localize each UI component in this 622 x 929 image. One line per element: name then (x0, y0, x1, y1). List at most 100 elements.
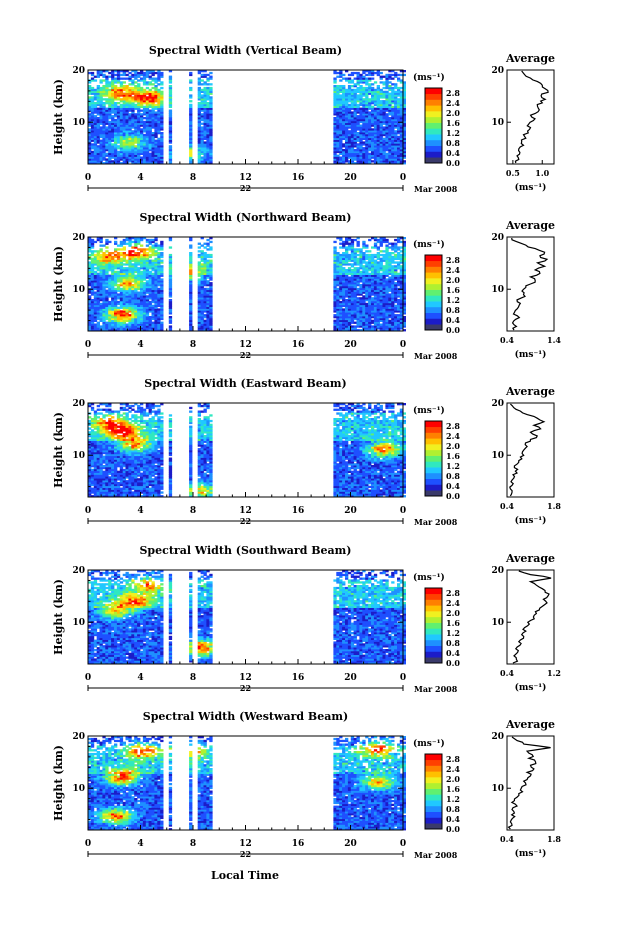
heatmap-cell (131, 115, 135, 118)
heatmap-cell (99, 143, 103, 146)
heatmap-cell (116, 90, 121, 93)
heatmap-cell (134, 124, 138, 127)
heatmap-cell (102, 107, 106, 110)
heatmap-cell (168, 325, 173, 328)
heatmap-cell (102, 79, 106, 82)
heatmap-cell (108, 109, 112, 112)
heatmap-cell (157, 102, 161, 105)
heatmap-cell (90, 139, 95, 142)
heatmap-cell (160, 109, 164, 112)
x-tick-label: 20 (344, 173, 357, 183)
heatmap-cell (336, 85, 340, 88)
heatmap-cell (137, 88, 141, 92)
heatmap-cell (151, 143, 155, 146)
heatmap-cell (134, 122, 138, 125)
heatmap-cell (108, 102, 112, 105)
heatmap-cell (339, 242, 343, 245)
heatmap-cell (105, 75, 109, 78)
heatmap-cell (347, 77, 352, 80)
heatmap-cell (359, 284, 363, 287)
heatmap-cell (116, 86, 121, 90)
heatmap-cell (96, 162, 100, 165)
heatmap-cell (200, 244, 204, 247)
heatmap-cell (114, 102, 118, 105)
heatmap-cell (102, 137, 106, 140)
heatmap-cell (148, 118, 152, 122)
heatmap-cell (131, 122, 135, 125)
heatmap-cell (88, 154, 92, 157)
heatmap-cell (114, 81, 118, 84)
heatmap-cell (140, 145, 144, 148)
x-tick-label: 0 (85, 173, 91, 183)
heatmap-cell (119, 98, 124, 101)
y-tick-label: 10 (72, 118, 85, 128)
day-label: 22 (240, 183, 251, 193)
heatmap-cell (114, 141, 118, 144)
colorbar-swatch (425, 88, 442, 95)
heatmap-cell (391, 265, 395, 268)
heatmap-cell (128, 128, 132, 131)
heatmap-cell (140, 133, 144, 137)
heatmap-cell (93, 128, 98, 131)
heatmap-cell (148, 92, 152, 95)
heatmap-cell (96, 111, 100, 114)
heatmap-cell (394, 83, 398, 86)
heatmap-cell (160, 100, 164, 103)
heatmap-cell (122, 98, 126, 101)
heatmap-cell (142, 139, 147, 142)
heatmap-cell (154, 124, 158, 127)
heatmap-cell (111, 71, 115, 75)
heatmap-cell (385, 278, 389, 281)
heatmap-cell (148, 96, 152, 99)
heatmap-cell (131, 124, 135, 127)
heatmap-cell (119, 103, 124, 107)
heatmap-cell (93, 111, 98, 114)
heatmap-cell (385, 244, 389, 247)
heatmap-cell (203, 287, 207, 291)
heatmap-cell (131, 132, 135, 135)
heatmap-cell (122, 73, 126, 77)
heatmap-cell (88, 88, 92, 92)
heatmap-cell (116, 150, 121, 154)
heatmap-cell (206, 102, 210, 105)
heatmap-cell (145, 73, 150, 77)
heatmap-cell (119, 122, 124, 125)
heatmap-cell (119, 128, 124, 131)
heatmap-cell (394, 304, 398, 307)
heatmap-cell (206, 259, 210, 262)
heatmap-cell (333, 77, 337, 80)
heatmap-cell (140, 150, 144, 154)
heatmap-cell (88, 156, 92, 159)
heatmap-cell (376, 238, 380, 242)
heatmap-cell (371, 83, 375, 86)
heatmap-cell (108, 111, 112, 114)
heatmap-cell (116, 130, 121, 133)
heatmap-cell (137, 267, 141, 270)
heatmap-cell (108, 150, 112, 154)
heatmap-cell (157, 126, 161, 129)
heatmap-cell (142, 71, 147, 75)
heatmap-cell (111, 94, 115, 97)
heatmap-cell (131, 109, 135, 112)
heatmap-cell (122, 122, 126, 125)
heatmap-cell (145, 103, 150, 107)
heatmap-cell (116, 73, 121, 77)
heatmap-cell (154, 92, 158, 95)
heatmap-cell (125, 141, 129, 144)
heatmap-cell (145, 149, 150, 152)
heatmap-cell (359, 124, 363, 127)
heatmap-cell (99, 302, 103, 306)
heatmap-cell (114, 152, 118, 155)
heatmap-cell (347, 253, 352, 257)
heatmap-cell (111, 105, 115, 108)
heatmap-cell (114, 103, 118, 107)
heatmap-cell (128, 137, 132, 140)
heatmap-cell (105, 120, 109, 124)
heatmap-cell (137, 102, 141, 105)
heatmap-cell (122, 117, 126, 120)
heatmap-cell (108, 160, 112, 163)
heatmap-cell (99, 86, 103, 90)
heatmap-cell (160, 141, 164, 144)
heatmap-cell (160, 278, 164, 281)
heatmap-cell (385, 238, 389, 242)
